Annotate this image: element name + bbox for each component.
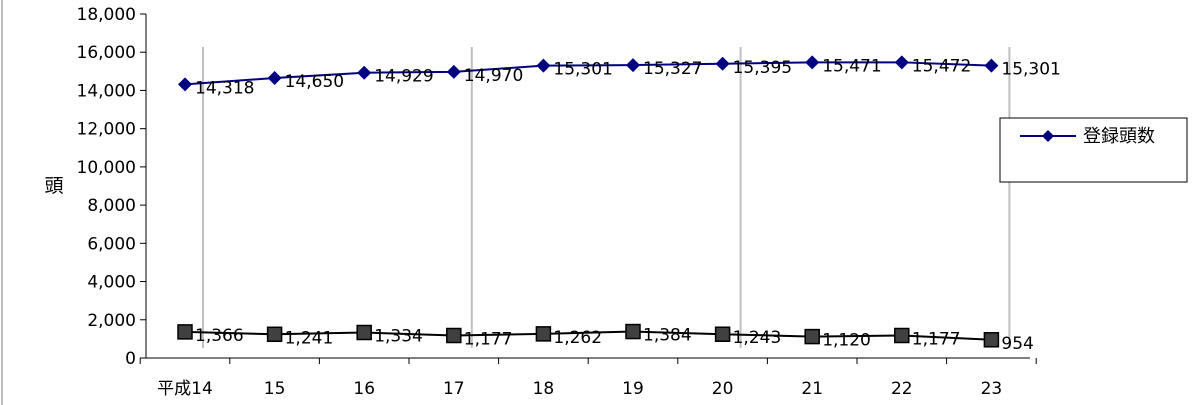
x-tick-label: 21 [801,379,823,399]
data-label: 1,241 [285,328,334,348]
data-point [536,58,551,73]
highlight-lines [202,47,1011,348]
legend: 登録頭数 [999,117,1188,183]
y-tick-label: 18,000 [77,5,136,25]
data-label: 15,301 [1001,60,1060,80]
data-point [805,55,820,70]
data-label: 15,472 [912,56,971,76]
y-tick-label: 0 [125,349,136,369]
data-point [356,324,372,341]
data-label: 1,177 [912,330,961,350]
data-label: 14,650 [285,72,344,92]
data-point [626,58,640,73]
data-point [714,326,731,342]
data-label: 954 [1001,334,1033,354]
data-label: 1,243 [733,328,782,348]
data-label: 1,334 [374,327,423,347]
data-point [177,324,193,340]
x-tick-label: 19 [622,379,644,399]
x-tick-label: 16 [353,379,375,399]
y-axis-label: 頭 [44,175,63,197]
y-ticks: 0 2,000 4,000 6,000 8,000 10,000 12,000 14,000 1… [77,5,146,369]
data-label: 1,177 [464,330,513,350]
data-point [715,56,730,71]
y-tick-label: 12,000 [77,120,136,140]
data-label: 1,262 [553,328,602,348]
x-tick-label: 18 [533,379,555,399]
data-point [446,327,462,344]
x-tick-label: 15 [264,379,286,399]
x-tick-label: 20 [712,379,734,399]
data-label: 1,120 [822,331,871,351]
data-label: 15,395 [733,58,792,78]
data-label: 14,970 [464,66,523,86]
x-tick-label: 平成14 [157,379,213,399]
data-point [894,327,910,344]
data-label: 15,471 [822,56,881,76]
data-label: 15,327 [643,59,702,79]
x-tick-label: 23 [981,379,1003,399]
x-tick-label: 22 [891,379,913,399]
data-label: 1,366 [195,326,244,346]
legend-label-series-1: 登録頭数 [1083,126,1155,147]
data-point [266,326,283,343]
data-point [894,55,909,70]
y-tick-label: 14,000 [77,81,136,101]
data-point [357,65,372,80]
legend-box [999,117,1188,183]
data-label: 1,384 [643,326,692,346]
y-tick-label: 4,000 [87,273,136,293]
data-point [625,323,641,340]
legend-marker-series-1 [1042,130,1054,142]
y-tick-label: 2,000 [87,311,136,331]
data-point [983,332,1000,348]
series-line-2 [184,330,992,341]
series [177,55,1000,348]
data-point [446,64,461,79]
data-label: 14,929 [374,67,433,87]
y-tick-label: 8,000 [87,196,136,216]
data-point [804,328,820,345]
y-tick-label: 10,000 [77,158,136,178]
y-tick-label: 16,000 [77,43,136,63]
data-labels: 14,318 14,650 14,929 14,970 15,301 15,327 15,3… [195,56,1061,353]
data-point [535,326,552,342]
series-line-1 [184,61,992,86]
data-label: 14,318 [195,78,254,98]
data-point [267,71,282,86]
data-label: 15,301 [553,60,612,80]
x-ticks: 平成14 15 16 17 18 19 20 21 22 23 [139,358,1037,399]
x-tick-label: 17 [443,379,465,399]
y-tick-label: 6,000 [87,234,136,254]
data-point [984,58,999,73]
data-point [178,77,192,92]
